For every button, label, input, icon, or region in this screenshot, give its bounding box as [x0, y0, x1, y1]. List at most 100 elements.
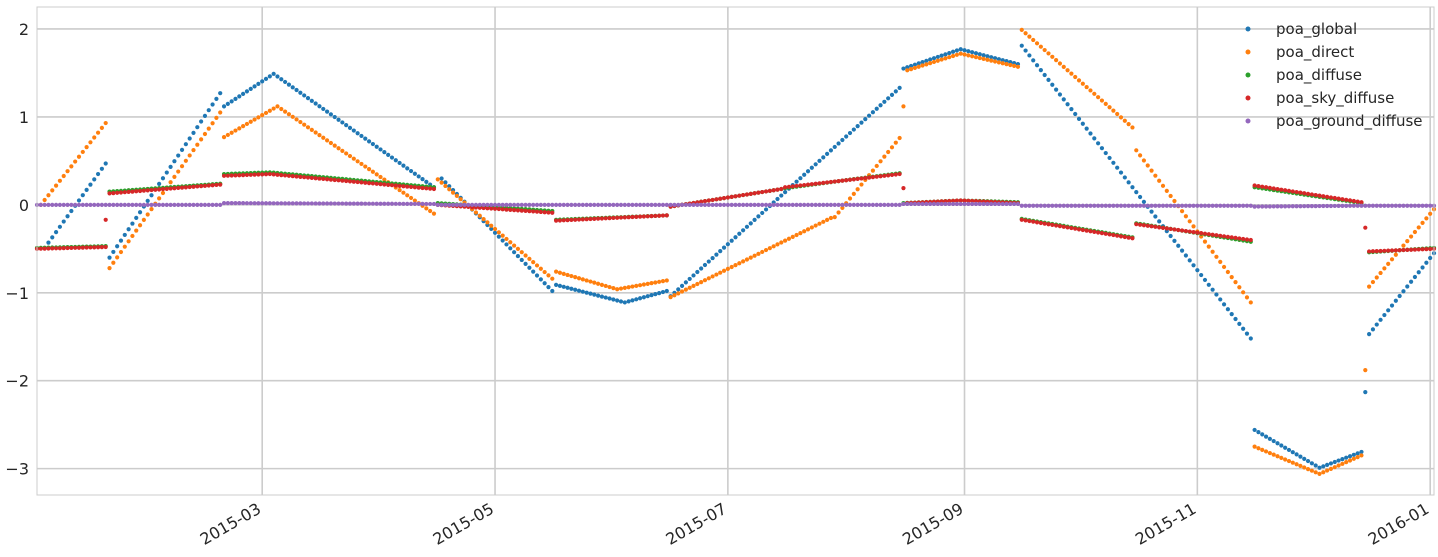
- data-point: [489, 226, 494, 232]
- data-point: [401, 184, 406, 189]
- data-point: [569, 202, 574, 207]
- data-point: [439, 180, 444, 185]
- data-point: [1305, 458, 1311, 464]
- data-point: [1252, 183, 1257, 188]
- data-point: [118, 249, 124, 255]
- data-point: [886, 96, 891, 101]
- data-point: [229, 99, 234, 104]
- data-point: [809, 202, 814, 207]
- data-point: [592, 280, 597, 285]
- data-point: [374, 201, 379, 206]
- data-point: [695, 202, 700, 207]
- y-tick-label: −1: [5, 284, 29, 303]
- data-point: [1187, 203, 1192, 208]
- data-point: [1076, 78, 1082, 83]
- data-point: [271, 71, 276, 76]
- data-point: [741, 202, 746, 207]
- data-point: [1187, 229, 1192, 234]
- data-point: [1019, 217, 1024, 222]
- data-point: [408, 168, 414, 174]
- data-point: [1393, 203, 1398, 208]
- data-point: [1248, 237, 1253, 243]
- data-point: [916, 64, 921, 69]
- data-point: [122, 244, 127, 249]
- data-point: [477, 202, 482, 207]
- data-point: [336, 201, 341, 206]
- data-point: [1027, 218, 1032, 224]
- data-point: [790, 202, 795, 207]
- data-point: [115, 202, 120, 207]
- data-point: [851, 202, 856, 207]
- data-point: [1336, 196, 1341, 201]
- data-point: [573, 217, 578, 222]
- data-point: [1221, 264, 1227, 270]
- data-point: [248, 119, 253, 124]
- data-point: [1069, 107, 1074, 112]
- data-point: [305, 201, 311, 206]
- data-point: [500, 233, 505, 238]
- data-point: [347, 179, 353, 184]
- data-point: [1054, 203, 1059, 208]
- data-point: [775, 196, 780, 202]
- data-point: [626, 202, 631, 207]
- data-point: [855, 124, 860, 129]
- data-point: [519, 208, 524, 213]
- data-point: [1294, 204, 1299, 209]
- data-point: [168, 186, 173, 191]
- data-point: [836, 210, 841, 215]
- data-point: [813, 181, 818, 186]
- data-point: [1347, 198, 1353, 203]
- data-point: [1019, 43, 1024, 48]
- data-point: [260, 113, 265, 118]
- data-point: [447, 202, 452, 207]
- data-point: [954, 198, 959, 203]
- data-point: [1378, 248, 1383, 254]
- data-point: [679, 289, 685, 294]
- data-point: [1290, 460, 1295, 465]
- data-point: [691, 202, 696, 207]
- data-point: [1409, 203, 1414, 208]
- data-point: [886, 173, 891, 178]
- data-point: [595, 216, 601, 221]
- data-point: [359, 201, 364, 206]
- data-point: [1252, 427, 1257, 433]
- data-point: [88, 245, 93, 250]
- data-point: [825, 180, 830, 185]
- data-point: [550, 202, 555, 207]
- data-point: [1321, 470, 1326, 475]
- legend-label: poa_sky_diffuse: [1276, 89, 1394, 108]
- data-point: [332, 114, 337, 120]
- data-point: [84, 245, 89, 250]
- data-point: [298, 90, 303, 95]
- data-point: [107, 266, 112, 271]
- data-point: [622, 285, 627, 290]
- data-point: [519, 202, 524, 207]
- data-point: [450, 190, 456, 195]
- data-point: [241, 124, 246, 129]
- data-point: [1065, 225, 1070, 230]
- data-point: [1153, 214, 1158, 219]
- data-point: [928, 61, 933, 66]
- data-point: [126, 202, 131, 207]
- data-point: [496, 230, 501, 235]
- data-point: [1179, 248, 1185, 253]
- data-point: [733, 235, 738, 240]
- data-point: [634, 283, 639, 288]
- data-point: [370, 141, 375, 147]
- data-point: [1080, 227, 1085, 233]
- data-point: [752, 253, 757, 258]
- data-point: [653, 280, 658, 285]
- data-point: [1428, 203, 1433, 208]
- data-point: [53, 230, 59, 235]
- data-point: [473, 210, 479, 215]
- data-point: [363, 164, 368, 169]
- data-point: [737, 261, 742, 266]
- data-point: [550, 210, 555, 215]
- data-point: [889, 172, 895, 178]
- data-point: [775, 242, 780, 247]
- data-point: [775, 202, 780, 207]
- x-tick-label: 2015-11: [1132, 499, 1199, 549]
- data-point: [630, 284, 635, 289]
- data-point: [699, 199, 704, 204]
- data-point: [447, 184, 452, 189]
